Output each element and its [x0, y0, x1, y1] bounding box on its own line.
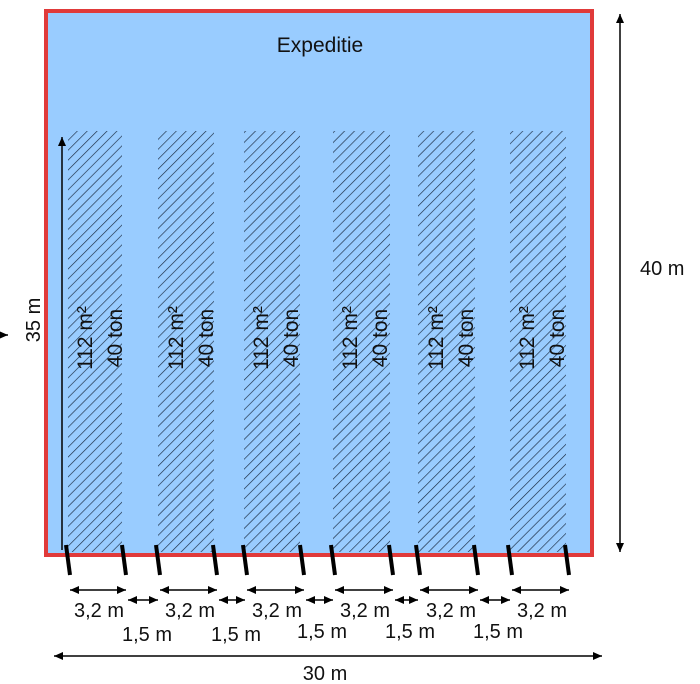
dock-marker: [120, 544, 128, 576]
bay-weight-label: 40 ton: [195, 309, 218, 367]
dock-marker: [298, 544, 306, 576]
bay: 112 m² 40 ton: [158, 131, 218, 552]
bay-width-label: 3,2 m: [340, 600, 390, 622]
bay: 112 m² 40 ton: [418, 131, 478, 552]
dock-marker: [154, 544, 162, 576]
bay: 112 m² 40 ton: [510, 131, 569, 552]
area-title: Expeditie: [277, 34, 363, 57]
bay-width-label: 3,2 m: [74, 600, 124, 622]
dock-marker: [329, 544, 337, 576]
bay-weight-label: 40 ton: [104, 309, 127, 367]
bay-length-dimension-label: 35 m: [23, 298, 45, 342]
bay-weight-label: 40 ton: [369, 309, 392, 367]
bays-group: 112 m² 40 ton 112 m² 40 ton 112 m² 40 to…: [68, 131, 569, 552]
dock-markers: [64, 544, 571, 576]
dock-marker: [64, 544, 72, 576]
bay-hatched-area: [333, 131, 390, 552]
dock-marker: [472, 544, 480, 576]
gap-width-label: 1,5 m: [211, 624, 261, 646]
bay-width-label: 3,2 m: [426, 600, 476, 622]
bay-width-label: 3,2 m: [252, 600, 302, 622]
dock-marker: [211, 544, 219, 576]
bay-hatched-area: [418, 131, 475, 552]
bay-area-label: 112 m²: [339, 306, 362, 370]
bay-weight-label: 40 ton: [280, 309, 303, 367]
bay-weight-label: 40 ton: [455, 309, 478, 367]
bay: 112 m² 40 ton: [68, 131, 127, 552]
expedition-area: [44, 9, 594, 557]
bay-area-label: 112 m²: [425, 306, 448, 370]
dock-marker: [241, 544, 249, 576]
total-width-label: 30 m: [303, 663, 347, 684]
dock-marker: [506, 544, 514, 576]
bay: 112 m² 40 ton: [333, 131, 392, 552]
bay-area-label: 112 m²: [165, 306, 188, 370]
gap-width-label: 1,5 m: [473, 621, 523, 643]
bay: 112 m² 40 ton: [244, 131, 303, 552]
bay-width-label: 3,2 m: [165, 600, 215, 622]
gap-width-label: 1,5 m: [385, 621, 435, 643]
dock-marker: [414, 544, 422, 576]
bay-area-label: 112 m²: [516, 306, 539, 370]
bay-area-label: 112 m²: [74, 306, 97, 370]
bay-area-label: 112 m²: [250, 306, 273, 370]
bay-width-label: 3,2 m: [517, 600, 567, 622]
gap-width-label: 1,5 m: [122, 624, 172, 646]
height-dimension-label: 40 m: [640, 258, 684, 280]
dock-marker: [563, 544, 571, 576]
gap-width-label: 1,5 m: [297, 621, 347, 643]
dock-marker: [387, 544, 395, 576]
bay-hatched-area: [68, 131, 122, 552]
bay-hatched-area: [158, 131, 214, 552]
bay-weight-label: 40 ton: [546, 309, 569, 367]
bay-hatched-area: [510, 131, 566, 552]
bay-hatched-area: [244, 131, 300, 552]
